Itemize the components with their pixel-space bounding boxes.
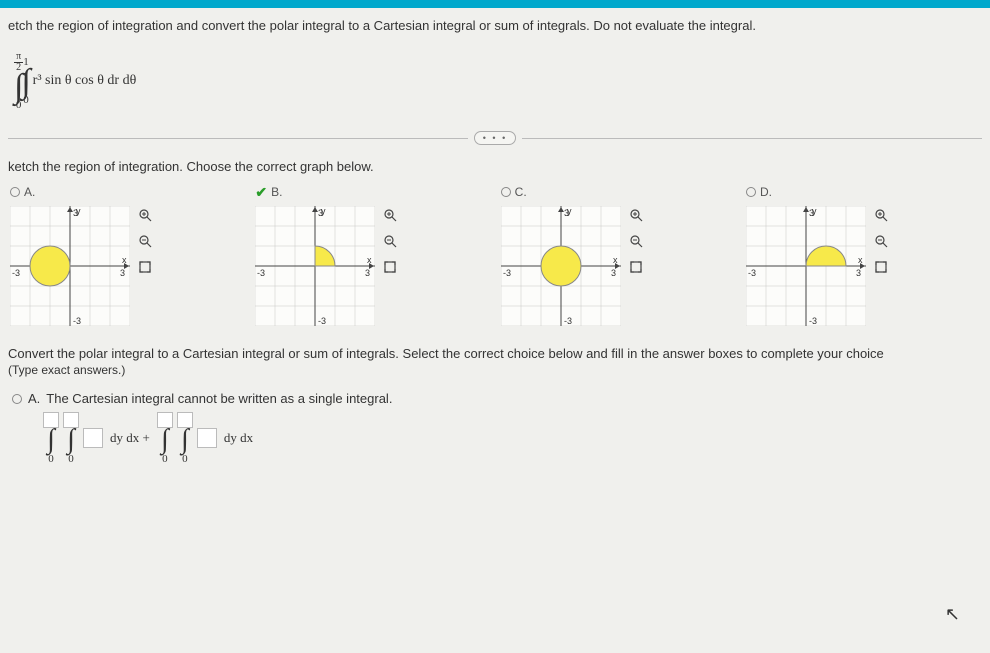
expand-icon[interactable] xyxy=(627,258,645,276)
graph-choices-row: A.3-3-33yx✔B.3-3-33yxC.3-3-33yxD.3-3-33y… xyxy=(8,184,982,326)
svg-text:3: 3 xyxy=(611,268,616,278)
expand-icon[interactable] xyxy=(872,258,890,276)
svg-text:3: 3 xyxy=(120,268,125,278)
integrand-box[interactable] xyxy=(83,428,103,448)
svg-text:3: 3 xyxy=(856,268,861,278)
choice-d[interactable]: D.3-3-33yx xyxy=(746,184,976,326)
zoom-out-icon[interactable] xyxy=(872,232,890,250)
svg-text:-3: -3 xyxy=(318,316,326,326)
svg-text:y: y xyxy=(76,206,81,216)
content-area: etch the region of integration and conve… xyxy=(0,8,990,475)
graph-d: 3-3-33yx xyxy=(746,206,866,326)
section-divider: • • • xyxy=(8,131,982,145)
svg-text:-3: -3 xyxy=(73,316,81,326)
zoom-in-icon[interactable] xyxy=(381,206,399,224)
choice-c[interactable]: C.3-3-33yx xyxy=(501,184,731,326)
zoom-in-icon[interactable] xyxy=(872,206,890,224)
choice-a[interactable]: A.3-3-33yx xyxy=(10,184,240,326)
svg-text:-3: -3 xyxy=(809,316,817,326)
choice-b[interactable]: ✔B.3-3-33yx xyxy=(255,184,485,326)
choice-label-text: B. xyxy=(271,185,282,199)
sub-question-text: ketch the region of integration. Choose … xyxy=(8,159,982,174)
check-icon: ✔ xyxy=(255,184,267,201)
svg-text:-3: -3 xyxy=(564,316,572,326)
window-topbar xyxy=(0,0,990,8)
svg-text:x: x xyxy=(858,255,863,265)
radio-icon[interactable] xyxy=(746,187,756,197)
svg-text:-3: -3 xyxy=(257,268,265,278)
svg-text:-3: -3 xyxy=(748,268,756,278)
answer-a-letter: A. xyxy=(28,391,40,406)
integrand-box[interactable] xyxy=(197,428,217,448)
svg-text:-3: -3 xyxy=(503,268,511,278)
svg-text:x: x xyxy=(613,255,618,265)
graph-c: 3-3-33yx xyxy=(501,206,621,326)
cursor-icon: ↖ xyxy=(945,604,960,625)
svg-text:y: y xyxy=(321,206,326,216)
expand-pill[interactable]: • • • xyxy=(474,131,516,145)
svg-text:y: y xyxy=(812,206,817,216)
expand-icon[interactable] xyxy=(381,258,399,276)
radio-a[interactable] xyxy=(12,394,22,404)
choice-label-text: D. xyxy=(760,185,772,199)
answer-a-text: The Cartesian integral cannot be written… xyxy=(46,391,392,406)
expand-icon[interactable] xyxy=(136,258,154,276)
graph-a: 3-3-33yx xyxy=(10,206,130,326)
svg-text:-3: -3 xyxy=(12,268,20,278)
svg-text:y: y xyxy=(567,206,572,216)
zoom-out-icon[interactable] xyxy=(627,232,645,250)
radio-icon[interactable] xyxy=(10,187,20,197)
convert-instruction: Convert the polar integral to a Cartesia… xyxy=(8,346,982,361)
svg-text:x: x xyxy=(367,255,372,265)
zoom-out-icon[interactable] xyxy=(136,232,154,250)
integrand-text: r³ sin θ cos θ dr dθ xyxy=(33,73,137,89)
integral-display: π2 ∫ 0 1 ∫ 0 r³ sin θ cos θ dr dθ xyxy=(14,51,982,111)
graph-b: 3-3-33yx xyxy=(255,206,375,326)
question-text: etch the region of integration and conve… xyxy=(8,18,982,33)
answer-choice-a: A. The Cartesian integral cannot be writ… xyxy=(12,391,982,464)
zoom-in-icon[interactable] xyxy=(627,206,645,224)
svg-text:3: 3 xyxy=(365,268,370,278)
zoom-out-icon[interactable] xyxy=(381,232,399,250)
radio-icon[interactable] xyxy=(501,187,511,197)
choice-label-text: A. xyxy=(24,185,35,199)
cartesian-integral-row: ∫ 0 ∫ 0 dy dx + ∫ 0 ∫ 0 dy dx xyxy=(42,412,982,464)
zoom-in-icon[interactable] xyxy=(136,206,154,224)
svg-text:x: x xyxy=(122,255,127,265)
hint-text: (Type exact answers.) xyxy=(8,363,982,377)
choice-label-text: C. xyxy=(515,185,527,199)
